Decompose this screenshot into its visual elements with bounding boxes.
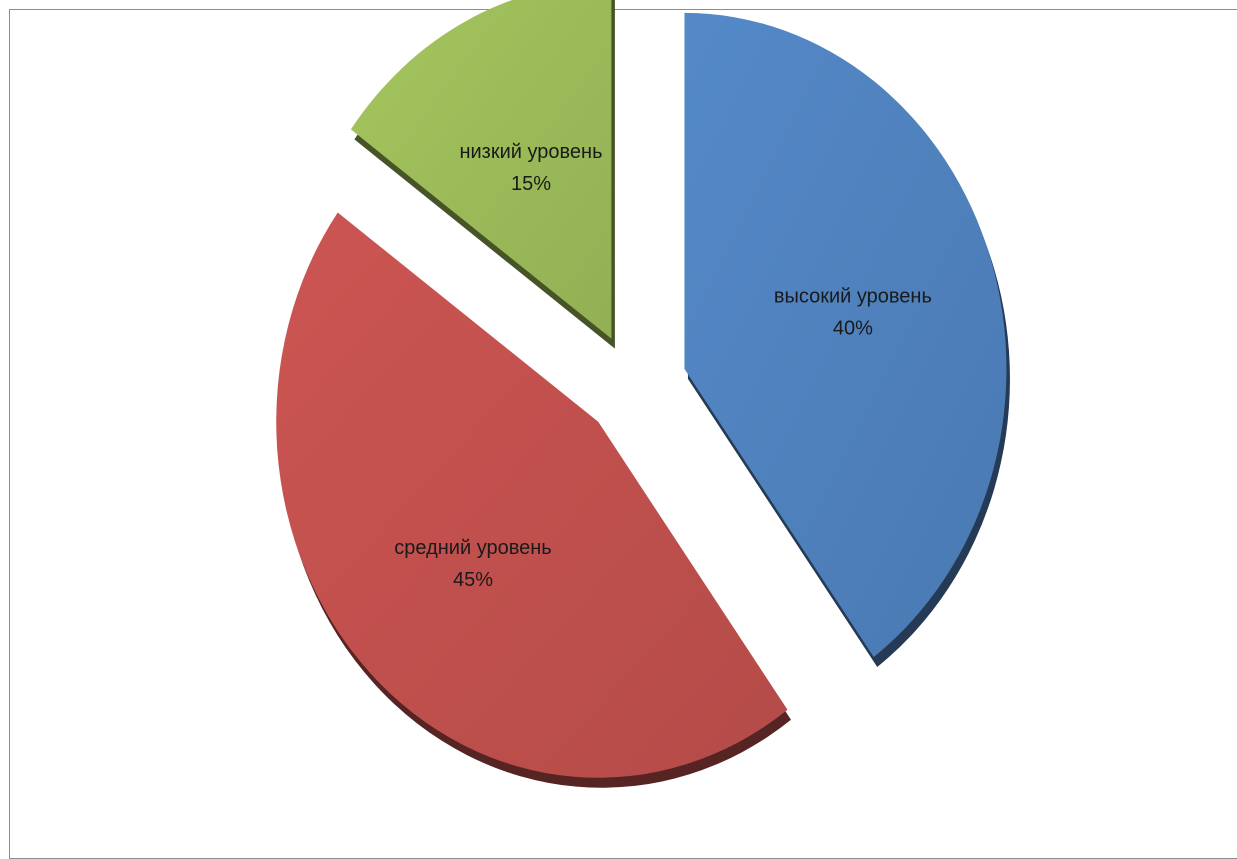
slice-value-label: 15% <box>511 173 551 195</box>
pie-slice-face <box>276 212 788 778</box>
slice-value-label: 40% <box>833 317 873 339</box>
pie-slice-face <box>684 12 1007 657</box>
slice-value-label: 45% <box>453 569 493 591</box>
pie-slice-3 <box>350 0 615 349</box>
pie-slice-2 <box>276 212 791 788</box>
pie-slice-face <box>350 0 612 339</box>
slice-category-label: высокий уровень <box>774 285 932 307</box>
pie-slice-1 <box>684 12 1010 667</box>
slice-category-label: средний уровень <box>394 537 551 559</box>
pie-chart: высокий уровень 40% средний уровень 45% низк… <box>276 0 1010 788</box>
slice-category-label: низкий уровень <box>459 141 602 163</box>
